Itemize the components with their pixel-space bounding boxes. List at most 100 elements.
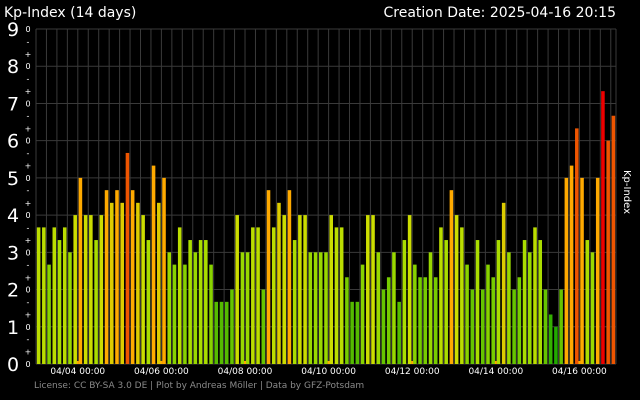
y-minor-mark: +: [25, 50, 32, 59]
y-tick-label: 3: [7, 242, 19, 264]
kp-bar: [397, 301, 401, 364]
kp-bar: [439, 227, 443, 364]
kp-bar: [548, 314, 553, 364]
kp-bar: [235, 215, 239, 364]
y-minor-mark: +: [25, 199, 32, 208]
kp-bar: [214, 301, 219, 364]
y-tick-label: 6: [7, 131, 19, 153]
kp-bar: [590, 252, 595, 364]
kp-bar: [120, 202, 124, 364]
kp-bar: [418, 277, 422, 364]
x-tick-label: 04/04 00:00: [50, 367, 105, 377]
kp-bar: [83, 215, 88, 364]
kp-bar: [454, 215, 459, 364]
kp-bar: [449, 190, 454, 364]
kp-bar: [366, 215, 370, 364]
kp-bar: [52, 227, 57, 364]
kp-bar: [543, 289, 548, 364]
y-minor-mark: -: [27, 298, 30, 307]
kp-bar: [198, 240, 203, 364]
kp-bar: [224, 301, 229, 364]
x-tick-mark: [244, 361, 247, 364]
kp-bar: [277, 202, 281, 364]
kp-bar: [329, 215, 334, 364]
kp-bar: [423, 277, 428, 364]
y-minor-mark: +: [25, 124, 32, 133]
y-tick-label: 9: [7, 19, 19, 41]
y-minor-mark: -: [27, 186, 30, 195]
x-tick-label: 04/14 00:00: [468, 367, 523, 377]
y-minor-mark: 0: [25, 211, 30, 220]
kp-bar: [444, 240, 448, 364]
y-minor-mark: 0: [25, 323, 30, 332]
kp-bar: [496, 240, 501, 364]
x-tick-mark: [160, 361, 163, 364]
kp-bar: [94, 240, 98, 364]
y-minor-mark: -: [27, 335, 30, 344]
kp-bar: [528, 252, 532, 364]
y-minor-mark: +: [25, 87, 32, 96]
y-tick-label: 5: [7, 168, 19, 190]
kp-bar: [78, 177, 83, 364]
kp-bar: [517, 277, 522, 364]
x-tick-mark: [578, 361, 581, 364]
kp-bar: [554, 326, 558, 364]
kp-bar: [428, 252, 433, 364]
kp-bar: [146, 240, 151, 364]
y-minor-mark: 0: [25, 174, 30, 183]
kp-bar: [240, 252, 245, 364]
kp-bar: [162, 177, 166, 364]
kp-bar: [245, 252, 250, 364]
kp-bar: [507, 252, 511, 364]
y-tick-label: 8: [7, 56, 19, 78]
kp-bar: [345, 277, 349, 364]
kp-bar: [371, 215, 375, 364]
y-minor-mark: +: [25, 236, 32, 245]
kp-bar: [413, 264, 417, 364]
y-minor-mark: 0: [25, 360, 30, 369]
kp-bar: [109, 202, 114, 364]
kp-bar: [475, 240, 480, 364]
kp-bar: [230, 289, 234, 364]
kp-bar: [313, 252, 318, 364]
y-tick-label: 1: [7, 317, 19, 339]
y-minor-mark: 0: [25, 99, 30, 108]
kp-bar: [575, 128, 579, 364]
x-tick-mark: [411, 361, 414, 364]
kp-bar: [465, 264, 469, 364]
kp-bar: [512, 289, 516, 364]
y-minor-mark: -: [27, 112, 30, 121]
kp-bar: [47, 264, 51, 364]
kp-bar: [167, 252, 172, 364]
kp-bar: [376, 252, 381, 364]
kp-bar: [601, 91, 605, 365]
kp-bar: [251, 227, 255, 364]
y-minor-mark: 0: [25, 137, 30, 146]
y-tick-label: 4: [7, 205, 19, 227]
kp-bar: [486, 264, 490, 364]
kp-bar: [559, 289, 563, 364]
creation-date: Creation Date: 2025-04-16 20:15: [384, 5, 616, 21]
y-minor-mark: -: [27, 37, 30, 46]
kp-bar: [501, 202, 506, 364]
x-tick-mark: [76, 361, 79, 364]
x-tick-label: 04/16 00:00: [552, 367, 607, 377]
y-minor-mark: 0: [25, 62, 30, 71]
kp-bar: [381, 289, 386, 364]
kp-bar: [209, 264, 213, 364]
kp-bar: [491, 277, 495, 364]
kp-bar: [73, 215, 77, 364]
kp-bar: [104, 190, 109, 364]
kp-bar: [266, 190, 271, 364]
kp-bar: [125, 152, 130, 364]
y-minor-mark: +: [25, 273, 32, 282]
x-tick-mark: [327, 361, 330, 364]
kp-bar: [433, 277, 438, 364]
kp-bar: [172, 264, 177, 364]
kp-bar: [62, 227, 67, 364]
y-minor-mark: -: [27, 223, 30, 232]
kp-bar: [606, 140, 610, 364]
